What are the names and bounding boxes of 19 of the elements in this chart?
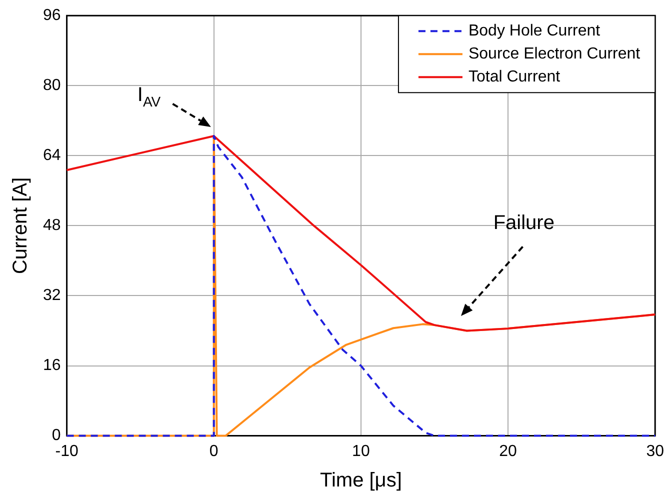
line-series	[66, 134, 656, 437]
y-tick-label: 32	[43, 287, 61, 304]
y-tick-label: 80	[43, 77, 61, 94]
legend-label: Body Hole Current	[468, 22, 601, 40]
x-tick-label: 20	[499, 442, 518, 460]
x-axis-title: Time [μs]	[320, 470, 402, 492]
x-tick-label: 30	[646, 442, 664, 460]
y-axis-title: Current [A]	[10, 177, 32, 274]
y-tick-label: 96	[43, 7, 61, 24]
y-tick-label: 0	[52, 427, 61, 444]
y-tick-label: 64	[43, 147, 61, 164]
annotation: Failure	[493, 212, 554, 234]
y-tick-label: 16	[43, 357, 61, 374]
x-tick-label: -10	[55, 442, 78, 460]
x-tick-label: 0	[209, 442, 218, 460]
y-tick-label: 48	[43, 217, 61, 234]
legend-label: Source Electron Current	[468, 46, 641, 63]
x-tick-label: 10	[352, 442, 370, 460]
legend-label: Total Current	[468, 68, 561, 86]
